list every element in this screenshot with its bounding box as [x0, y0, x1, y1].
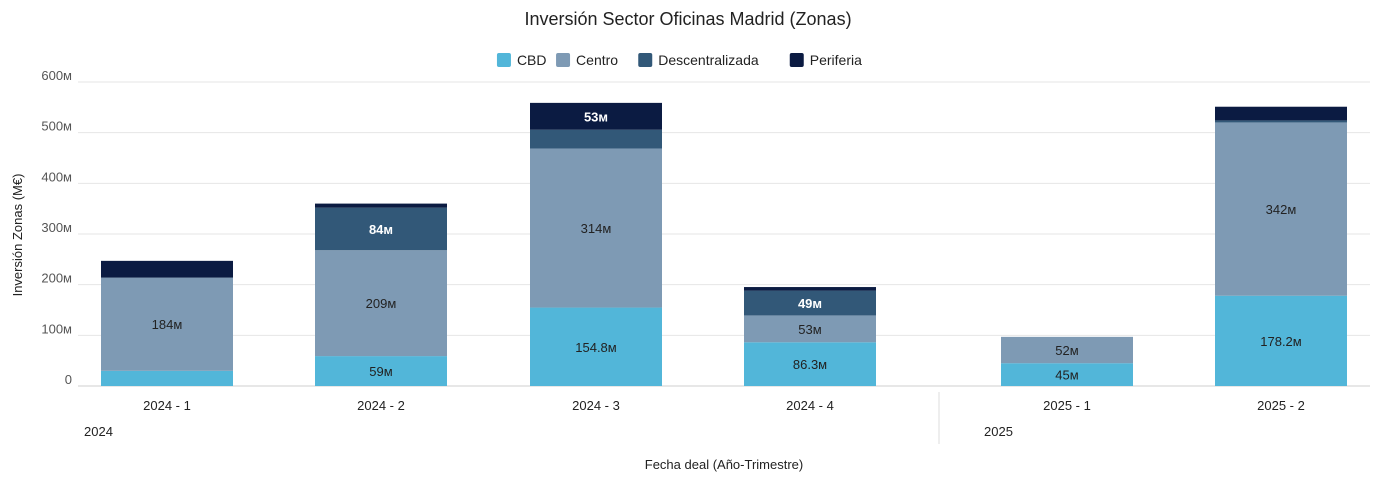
y-tick-label: 600м: [41, 68, 72, 83]
bar-centro-2024-3[interactable]: [530, 148, 662, 308]
data-label: 86.3м: [793, 357, 827, 372]
data-label: 53м: [798, 322, 821, 337]
legend-swatch: [638, 53, 653, 67]
x-tick-label: 2024 - 4: [786, 398, 834, 413]
y-tick-label: 100м: [41, 321, 72, 336]
x-tick-label: 2024 - 1: [143, 398, 191, 413]
bar-cbd-2025-2[interactable]: [1215, 295, 1347, 386]
bar-descentralizada-2025-2[interactable]: [1215, 120, 1347, 123]
y-tick-label: 200м: [41, 271, 72, 286]
y-tick-label: 300м: [41, 220, 72, 235]
bar-periferia-2024-4[interactable]: [744, 287, 876, 291]
bars: [101, 102, 1347, 386]
x-tick-label: 2024 - 2: [357, 398, 405, 413]
bar-centro-2025-1[interactable]: [1001, 336, 1133, 364]
data-label: 154.8м: [575, 340, 617, 355]
data-label: 84м: [369, 222, 393, 237]
bar-descentralizada-2024-2[interactable]: [315, 207, 447, 251]
data-label: 184м: [152, 317, 183, 332]
data-label: 53м: [584, 109, 608, 124]
bar-descentralizada-2024-3[interactable]: [530, 129, 662, 149]
data-label: 209м: [366, 296, 397, 311]
bar-periferia-2025-2[interactable]: [1215, 106, 1347, 121]
bar-cbd-2024-2[interactable]: [315, 356, 447, 386]
legend-swatch: [789, 53, 804, 67]
bar-centro-2025-2[interactable]: [1215, 122, 1347, 296]
data-label: 45м: [1055, 368, 1078, 383]
bar-centro-2024-1[interactable]: [101, 277, 233, 371]
y-axis-title: Inversión Zonas (M€): [10, 174, 25, 297]
x-axis-title: Fecha deal (Año-Trimestre): [645, 457, 803, 472]
data-label: 314м: [581, 221, 612, 236]
bar-centro-2024-2[interactable]: [315, 250, 447, 357]
x-tick-label: 2024 - 3: [572, 398, 620, 413]
data-label: 49м: [798, 296, 822, 311]
x-tick-label: 2025 - 2: [1257, 398, 1305, 413]
grid-lines: [78, 81, 1370, 387]
data-label: 52м: [1055, 343, 1078, 358]
legend: CBD Centro Descentralizada Periferia: [496, 52, 862, 68]
bar-centro-2024-4[interactable]: [744, 315, 876, 343]
legend-item-descentralizada[interactable]: Descentralizada: [638, 52, 759, 68]
legend-label: Descentralizada: [658, 52, 759, 68]
y-tick-label: 400м: [41, 169, 72, 184]
legend-item-centro[interactable]: Centro: [556, 52, 618, 68]
bar-descentralizada-2024-4[interactable]: [744, 290, 876, 316]
y-tick-label: 500м: [41, 119, 72, 134]
data-label: 59м: [369, 364, 392, 379]
bar-cbd-2025-1[interactable]: [1001, 363, 1133, 386]
x-group-label: 2025: [984, 424, 1013, 439]
bar-periferia-2024-3[interactable]: [530, 102, 662, 130]
x-axis: 2024 - 1 2024 - 2 2024 - 3 2024 - 4 2025 - 1…: [84, 392, 1305, 444]
x-group-label: 2024: [84, 424, 113, 439]
y-axis-ticks: 0 100м 200м 300м 400м 500м 600м: [41, 68, 72, 387]
x-tick-label: 2025 - 1: [1043, 398, 1091, 413]
legend-label: Centro: [576, 52, 618, 68]
legend-item-cbd[interactable]: CBD: [496, 52, 547, 68]
chart-title: Inversión Sector Oficinas Madrid (Zonas): [524, 9, 851, 29]
bar-cbd-2024-3[interactable]: [530, 307, 662, 386]
bar-periferia-2024-1[interactable]: [101, 260, 233, 278]
bar-cbd-2024-1[interactable]: [101, 370, 233, 386]
legend-swatch: [496, 53, 511, 67]
bar-cbd-2024-4[interactable]: [744, 342, 876, 386]
legend-swatch: [556, 53, 571, 67]
bar-periferia-2024-2[interactable]: [315, 203, 447, 208]
legend-label: Periferia: [810, 52, 862, 68]
y-tick-label: 0: [65, 372, 72, 387]
legend-item-periferia[interactable]: Periferia: [789, 52, 862, 68]
data-label: 178.2м: [1260, 334, 1302, 349]
legend-label: CBD: [517, 52, 547, 68]
data-label: 342м: [1266, 202, 1297, 217]
bar-data-labels: 184м 59м 209м 84м 154.8м 314м 53м 86.3м 53м 49м 45…: [152, 109, 1302, 382]
